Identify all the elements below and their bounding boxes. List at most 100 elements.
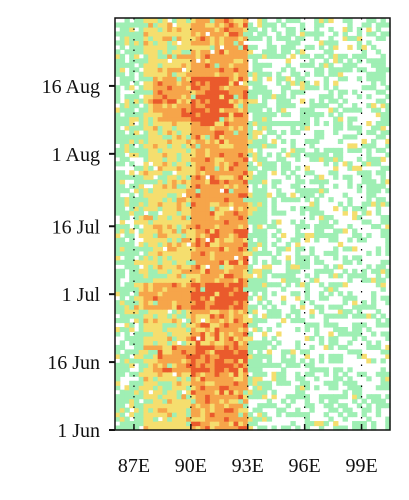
heatmap-cell [162, 94, 168, 100]
heatmap-cell [252, 371, 258, 377]
heatmap-cell [143, 156, 149, 162]
heatmap-cell [186, 71, 192, 77]
heatmap-cell [124, 322, 130, 328]
heatmap-cell [115, 31, 121, 37]
heatmap-cell [115, 112, 121, 118]
heatmap-cell [299, 264, 306, 270]
heatmap-cell [333, 174, 339, 180]
heatmap-cell [148, 85, 154, 91]
heatmap-cell [366, 94, 372, 100]
heatmap-cell [285, 277, 292, 283]
heatmap-cell [133, 425, 140, 431]
heatmap-cell [171, 80, 178, 86]
heatmap-cell [186, 116, 192, 122]
heatmap-cell [138, 188, 145, 194]
heatmap-cell [200, 394, 206, 400]
heatmap-cell [380, 76, 386, 82]
heatmap-cell [224, 156, 230, 162]
heatmap-cell [228, 67, 235, 73]
heatmap-cell [176, 358, 182, 364]
heatmap-cell [181, 147, 187, 153]
heatmap-cell [171, 215, 178, 221]
heatmap-cell [276, 53, 282, 59]
heatmap-cell [299, 179, 306, 185]
heatmap-cell [252, 53, 258, 59]
heatmap-cell [190, 215, 197, 221]
heatmap-cell [162, 147, 168, 153]
heatmap-cell [337, 376, 344, 382]
heatmap-cell [290, 273, 296, 279]
heatmap-cell [247, 125, 254, 131]
heatmap-cell [342, 313, 348, 319]
heatmap-cell [290, 264, 296, 270]
heatmap-cell [119, 80, 126, 86]
heatmap-cell [299, 304, 306, 310]
heatmap-cell [152, 277, 159, 283]
heatmap-cell [337, 282, 344, 288]
heatmap-cell [205, 318, 211, 324]
heatmap-cell [318, 112, 325, 118]
heatmap-cell [361, 210, 367, 216]
heatmap-cell [233, 67, 239, 73]
heatmap-cell [266, 416, 273, 422]
heatmap-cell [124, 282, 130, 288]
heatmap-cell [148, 49, 154, 55]
heatmap-cell [238, 268, 244, 274]
heatmap-cell [219, 300, 225, 306]
heatmap-cell [124, 421, 130, 427]
heatmap-cell [375, 201, 382, 207]
heatmap-cell [314, 376, 320, 382]
heatmap-cell [186, 250, 192, 256]
heatmap-cell [190, 313, 197, 319]
heatmap-cell [257, 18, 263, 24]
heatmap-cell [271, 291, 277, 297]
heatmap-cell [304, 380, 310, 386]
heatmap-cell [143, 344, 149, 350]
heatmap-cell [285, 380, 292, 386]
heatmap-cell [133, 318, 140, 324]
heatmap-cell [257, 138, 263, 144]
heatmap-cell [233, 85, 239, 91]
heatmap-cell [380, 367, 386, 373]
heatmap-cell [243, 425, 249, 431]
heatmap-cell [352, 232, 358, 239]
heatmap-cell [205, 403, 211, 409]
heatmap-cell [337, 76, 344, 82]
heatmap-cell [200, 371, 206, 377]
heatmap-cell [276, 340, 282, 346]
heatmap-cell [209, 76, 216, 82]
heatmap-cell [143, 421, 149, 427]
heatmap-cell [243, 250, 249, 256]
heatmap-cell [176, 268, 182, 274]
heatmap-cell [186, 143, 192, 149]
heatmap-cell [337, 273, 344, 279]
heatmap-cell [224, 367, 230, 373]
heatmap-cell [148, 309, 154, 315]
heatmap-cell [238, 138, 244, 144]
heatmap-cell [243, 268, 249, 274]
heatmap-cell [233, 376, 239, 382]
heatmap-cell [257, 349, 263, 355]
heatmap-cell [214, 394, 220, 400]
heatmap-cell [167, 380, 173, 386]
heatmap-cell [266, 89, 273, 95]
heatmap-cell [276, 210, 282, 216]
heatmap-cell [247, 121, 254, 127]
heatmap-cell [219, 170, 225, 176]
heatmap-cell [233, 367, 239, 373]
heatmap-cell [167, 335, 173, 342]
heatmap-cell [233, 206, 239, 212]
heatmap-cell [228, 18, 235, 24]
heatmap-cell [361, 412, 367, 418]
heatmap-cell [280, 277, 287, 283]
heatmap-cell [186, 138, 192, 144]
heatmap-cell [181, 322, 187, 328]
heatmap-cell [171, 71, 178, 77]
heatmap-cell [243, 215, 249, 221]
heatmap-cell [219, 412, 225, 418]
heatmap-cell [352, 35, 358, 41]
heatmap-cell [129, 232, 135, 239]
heatmap-cell [181, 228, 187, 234]
heatmap-cell [238, 85, 244, 91]
heatmap-cell [233, 80, 239, 86]
